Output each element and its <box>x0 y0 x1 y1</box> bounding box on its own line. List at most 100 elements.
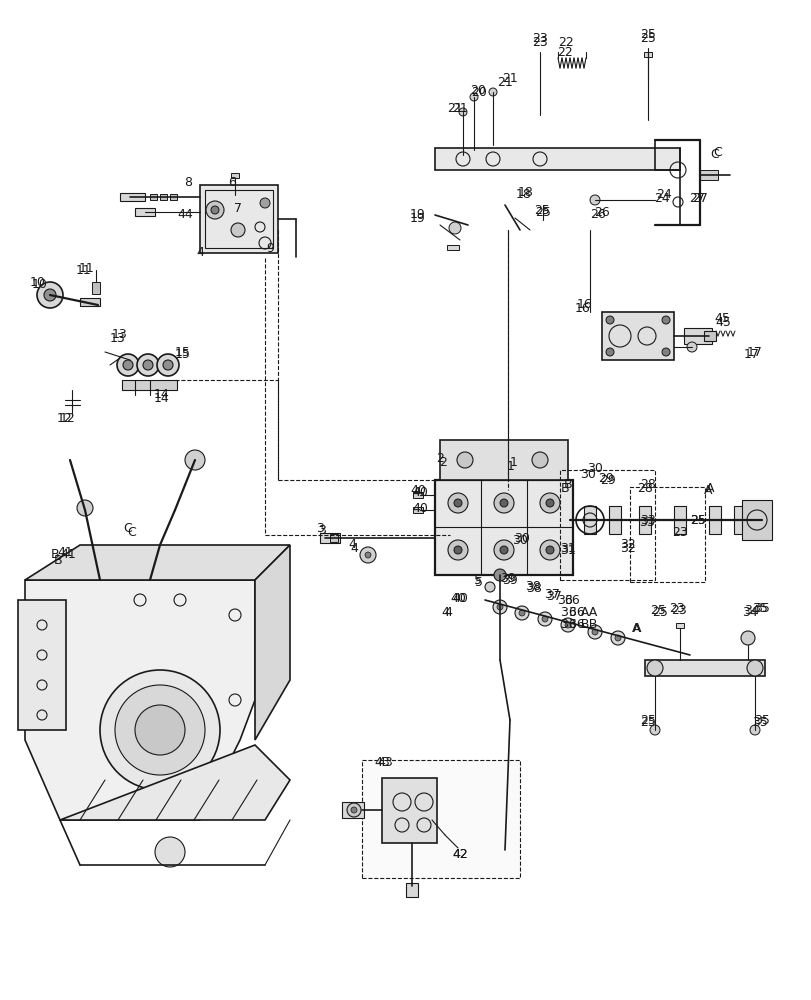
Text: 24: 24 <box>655 188 671 202</box>
Text: 35: 35 <box>753 601 769 614</box>
Text: 41: 41 <box>57 546 73 558</box>
Bar <box>644 660 764 676</box>
Text: 4: 4 <box>350 542 358 554</box>
Text: 35: 35 <box>751 601 767 614</box>
Circle shape <box>260 198 270 208</box>
Text: 23: 23 <box>531 35 547 48</box>
Circle shape <box>100 670 220 790</box>
Circle shape <box>541 616 547 622</box>
Text: 33: 33 <box>639 514 655 526</box>
Text: 36: 36 <box>564 593 579 606</box>
Text: 25: 25 <box>651 605 667 618</box>
Bar <box>169 194 177 200</box>
Text: 10: 10 <box>32 278 48 292</box>
Text: B: B <box>54 554 62 566</box>
Text: 16: 16 <box>574 302 590 314</box>
Bar <box>699 170 717 180</box>
Circle shape <box>448 540 467 560</box>
Circle shape <box>492 600 506 614</box>
Text: 31: 31 <box>560 542 575 554</box>
Text: 36 B: 36 B <box>560 618 589 632</box>
Text: 37: 37 <box>543 587 560 600</box>
Bar <box>200 185 277 253</box>
Text: C: C <box>123 522 132 534</box>
Text: 27: 27 <box>689 192 704 205</box>
Circle shape <box>458 108 466 116</box>
Bar <box>741 500 771 540</box>
Circle shape <box>518 610 525 616</box>
Text: 27: 27 <box>691 192 707 205</box>
Text: 40: 40 <box>411 487 427 499</box>
Bar <box>341 802 363 818</box>
Text: 29: 29 <box>598 472 613 485</box>
Text: 20: 20 <box>470 86 487 99</box>
Circle shape <box>605 316 613 324</box>
Circle shape <box>453 546 461 554</box>
Text: 4: 4 <box>440 605 448 618</box>
Circle shape <box>493 569 505 581</box>
Text: B: B <box>563 479 572 491</box>
Text: 21: 21 <box>501 72 517 85</box>
Polygon shape <box>255 545 290 740</box>
Bar <box>413 492 423 498</box>
Text: 17: 17 <box>743 349 759 361</box>
Text: A: A <box>703 484 711 496</box>
Text: 4: 4 <box>195 245 204 258</box>
Circle shape <box>359 547 375 563</box>
Circle shape <box>605 348 613 356</box>
Text: 25: 25 <box>639 714 655 726</box>
Circle shape <box>448 493 467 513</box>
Bar <box>708 506 720 534</box>
Text: 30: 30 <box>586 462 603 475</box>
Bar <box>583 506 595 534</box>
Text: 19: 19 <box>410 209 425 222</box>
Text: 15: 15 <box>175 349 191 361</box>
Text: 36 A: 36 A <box>569 605 596 618</box>
Text: A: A <box>632 621 641 635</box>
Circle shape <box>531 452 547 468</box>
Circle shape <box>587 625 601 639</box>
Text: 5: 5 <box>474 576 483 589</box>
Bar <box>381 778 436 843</box>
Circle shape <box>350 807 357 813</box>
Circle shape <box>614 635 620 641</box>
Circle shape <box>661 316 669 324</box>
Text: 42: 42 <box>452 848 467 861</box>
Text: 41: 41 <box>60 548 75 562</box>
Circle shape <box>122 360 133 370</box>
Text: 33: 33 <box>638 516 654 528</box>
Text: 44: 44 <box>177 209 193 222</box>
Text: 3: 3 <box>318 524 325 536</box>
Circle shape <box>560 618 574 632</box>
Text: 36 B: 36 B <box>569 618 596 632</box>
Circle shape <box>163 360 173 370</box>
Text: 34: 34 <box>743 603 759 616</box>
Text: 36: 36 <box>556 593 573 606</box>
Circle shape <box>646 660 663 676</box>
Circle shape <box>591 629 597 635</box>
Bar <box>673 506 685 534</box>
Bar <box>560 470 654 580</box>
Text: 23: 23 <box>672 526 687 538</box>
Text: 7: 7 <box>234 202 242 215</box>
Text: 14: 14 <box>154 391 169 404</box>
Circle shape <box>493 493 513 513</box>
Text: 40: 40 <box>449 591 466 604</box>
Text: 38: 38 <box>526 582 541 594</box>
Text: 14: 14 <box>154 388 169 401</box>
Bar <box>329 534 337 542</box>
Text: 11: 11 <box>76 263 92 276</box>
Text: 40: 40 <box>411 502 427 514</box>
Text: 25: 25 <box>639 31 655 44</box>
Text: C: C <box>713 145 722 158</box>
Bar <box>135 208 155 216</box>
Circle shape <box>514 606 528 620</box>
Circle shape <box>448 222 461 234</box>
Text: B: B <box>50 548 59 562</box>
Text: 29: 29 <box>599 474 615 487</box>
Circle shape <box>365 552 371 558</box>
Text: 25: 25 <box>534 204 549 217</box>
Text: 3: 3 <box>315 522 324 534</box>
Circle shape <box>496 604 502 610</box>
Text: 23: 23 <box>671 603 686 616</box>
